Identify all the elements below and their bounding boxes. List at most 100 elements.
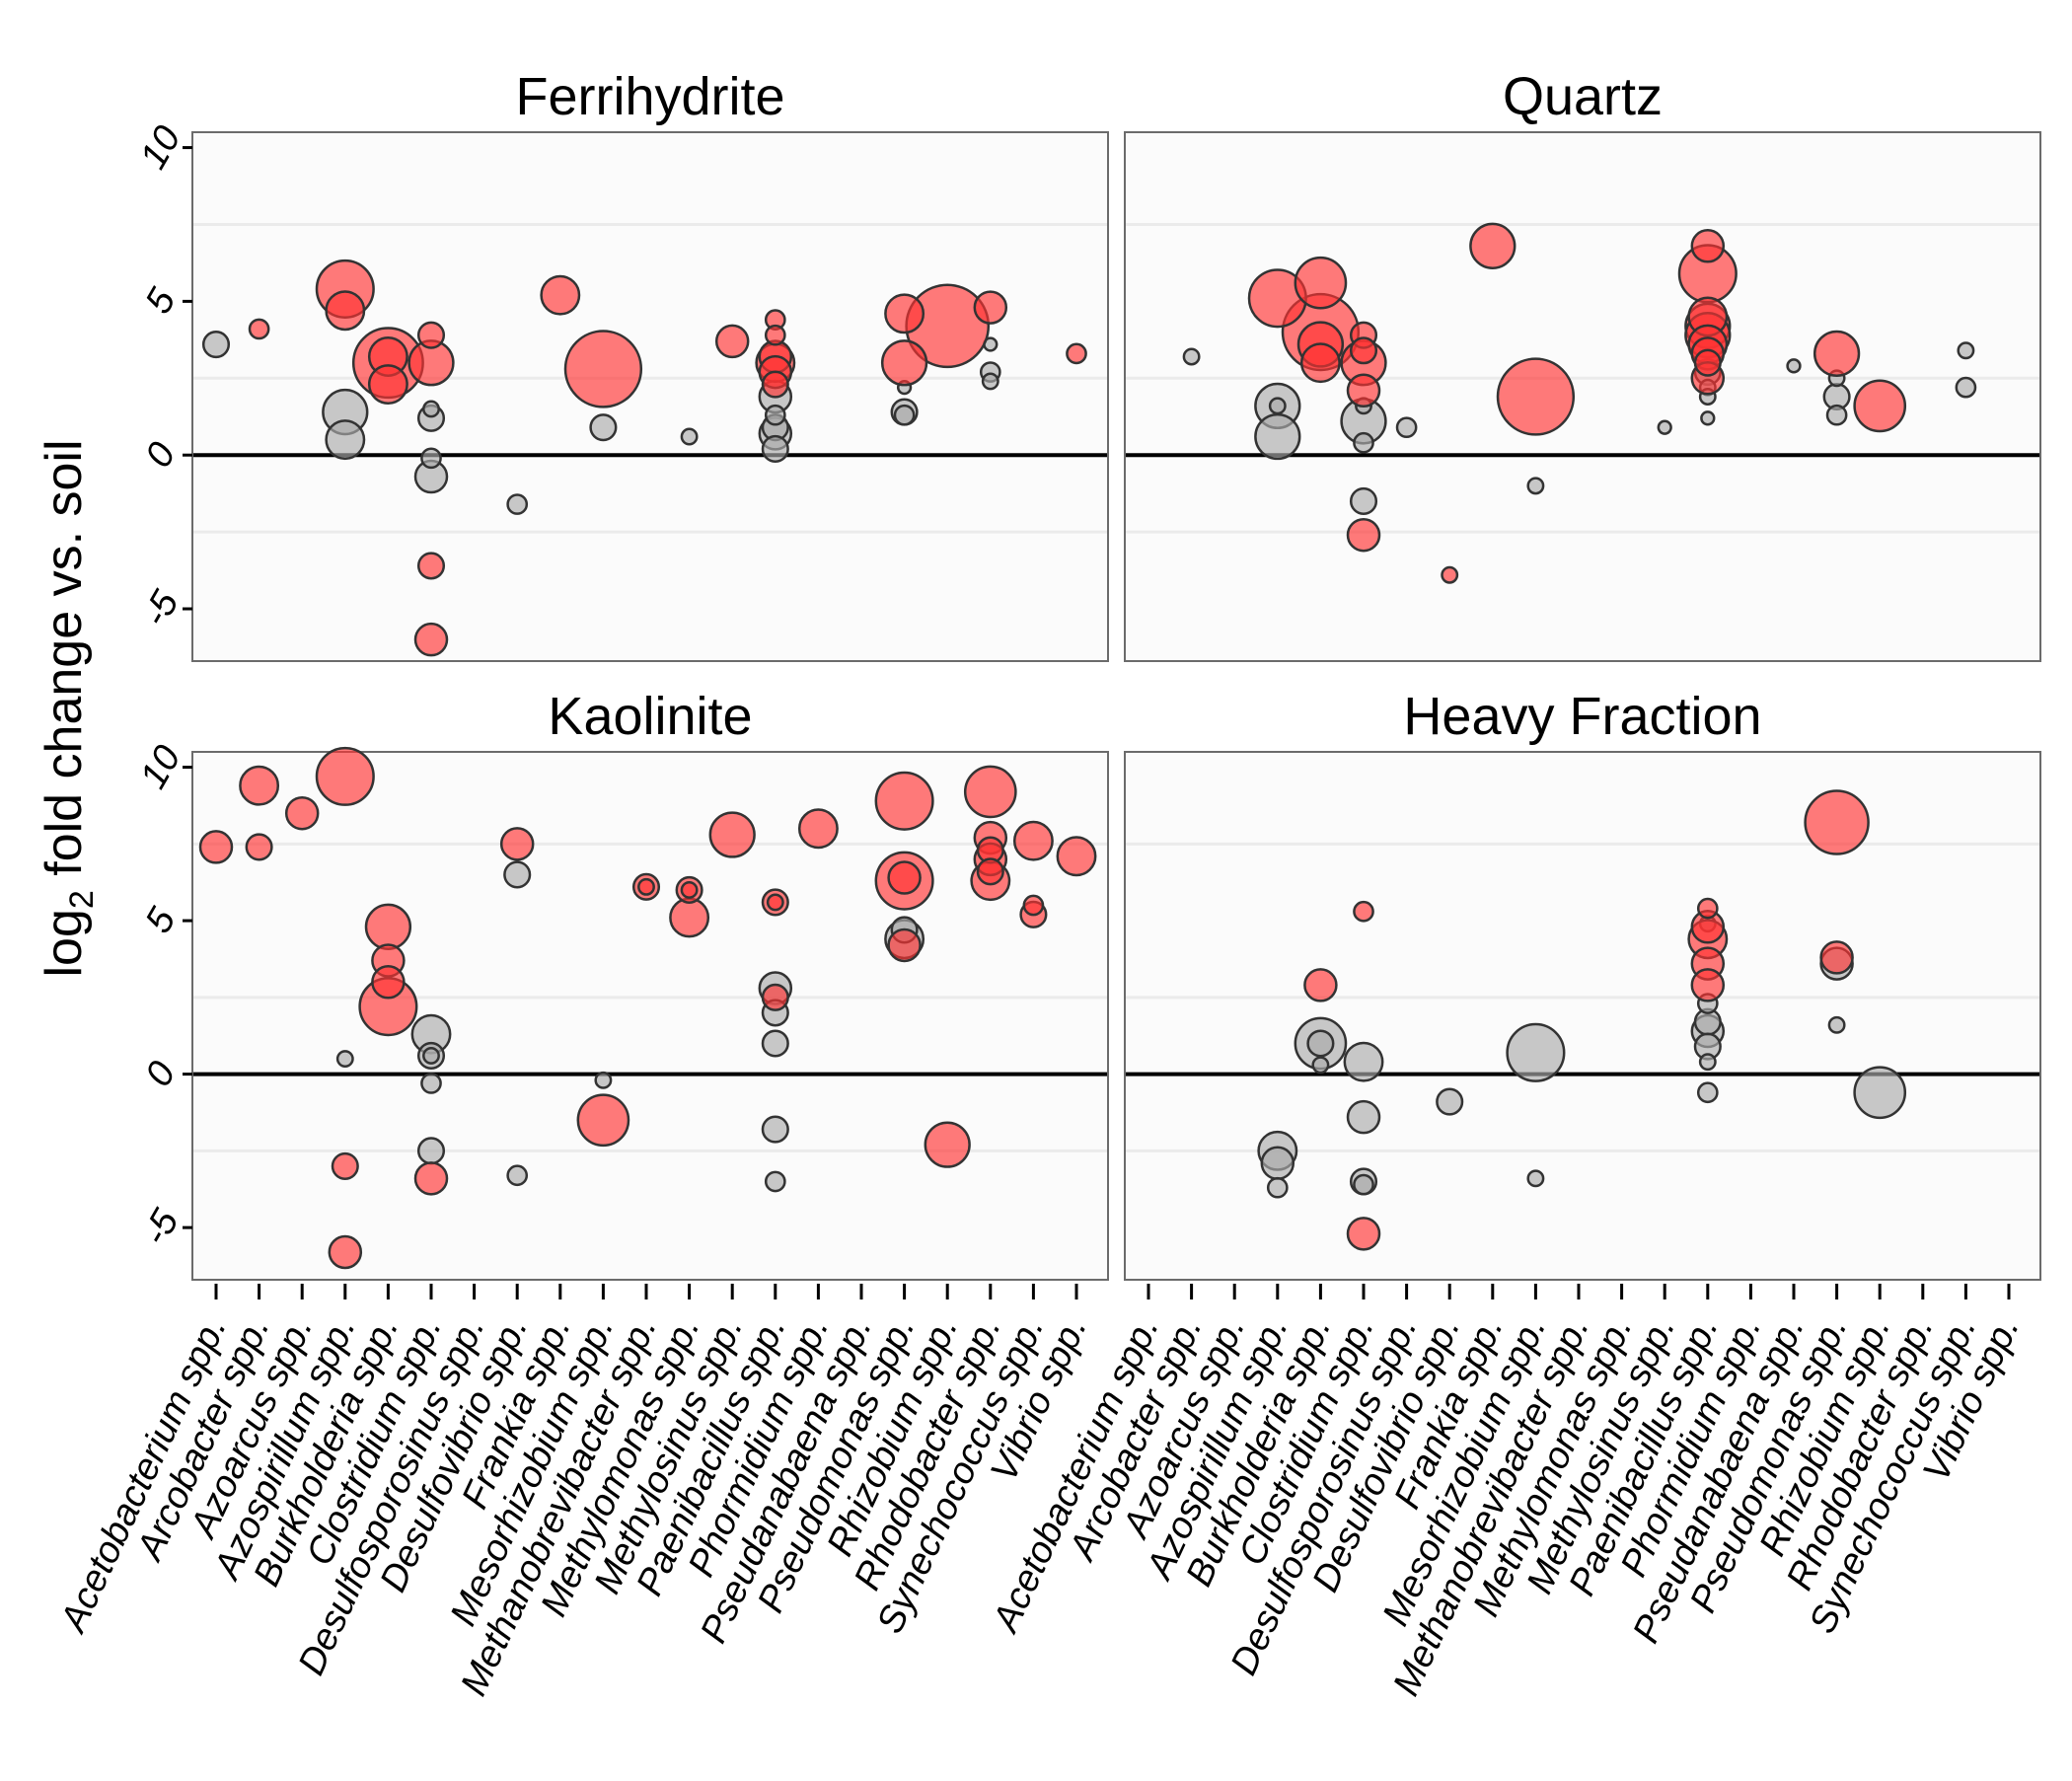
panel-background — [191, 751, 1109, 1281]
data-point — [506, 1164, 529, 1187]
data-point — [669, 897, 710, 938]
panel-quartz: Quartz — [1124, 67, 2041, 662]
data-point — [963, 765, 1017, 819]
data-point — [1825, 404, 1848, 426]
data-point — [1469, 222, 1517, 269]
facet-title: Quartz — [1503, 67, 1663, 126]
data-point — [637, 877, 655, 896]
data-point — [416, 1137, 446, 1165]
data-point — [328, 1234, 363, 1270]
data-point — [797, 808, 839, 850]
data-point — [761, 1029, 789, 1058]
data-point — [1349, 486, 1378, 516]
data-point — [880, 339, 928, 387]
data-point — [976, 857, 1004, 886]
y-tick-label: 10 — [132, 119, 189, 177]
data-point — [1804, 789, 1870, 855]
data-point — [924, 1121, 971, 1168]
data-point — [420, 447, 442, 470]
data-point — [1311, 1056, 1330, 1075]
data-point — [1436, 1087, 1464, 1116]
data-point — [1260, 1146, 1295, 1181]
data-point — [371, 965, 406, 1000]
data-point — [331, 1151, 359, 1180]
data-point — [1395, 416, 1418, 439]
facet-title: Kaolinite — [548, 687, 752, 746]
panel-kaolinite: Kaolinite — [191, 687, 1109, 1281]
data-point — [1657, 419, 1672, 435]
data-point — [1182, 347, 1201, 366]
data-point — [1853, 1066, 1907, 1120]
y-tick-label: 5 — [138, 281, 185, 321]
data-point — [1819, 940, 1854, 975]
data-point — [884, 293, 925, 334]
y-tick-label: -5 — [134, 1202, 187, 1252]
data-point — [1441, 565, 1459, 584]
data-point — [315, 746, 375, 806]
data-point — [1693, 348, 1722, 377]
panel-heavy-fraction: Heavy Fraction — [1124, 687, 2041, 1281]
data-point — [1346, 1217, 1381, 1251]
data-point — [416, 552, 446, 580]
data-point — [1786, 358, 1802, 374]
panels-layer: Ferrihydrite Quartz Kaolinite Heavy Fractio… — [191, 67, 2041, 1281]
data-point — [367, 364, 408, 405]
data-point — [761, 983, 789, 1011]
data-point — [1349, 336, 1378, 365]
data-point — [1690, 968, 1726, 1002]
data-point — [1353, 1173, 1374, 1196]
data-point — [325, 290, 366, 332]
data-point — [1696, 1081, 1719, 1104]
data-point — [576, 1093, 630, 1148]
data-point — [1346, 517, 1381, 553]
data-point — [1698, 1053, 1717, 1072]
data-point — [1346, 373, 1381, 408]
data-point — [1303, 968, 1338, 1002]
data-point — [1853, 379, 1907, 433]
data-point — [422, 400, 440, 418]
data-point — [325, 419, 366, 461]
data-point — [1268, 397, 1287, 415]
data-point — [1696, 897, 1719, 920]
data-point — [1700, 410, 1716, 426]
data-point — [506, 493, 529, 515]
data-point — [1957, 341, 1975, 360]
y-axis-label-rest: fold change vs. soil — [36, 439, 93, 890]
data-point — [1022, 894, 1045, 917]
data-point — [708, 811, 756, 858]
data-point — [680, 427, 699, 446]
data-point — [499, 827, 535, 861]
data-point — [764, 324, 786, 346]
data-point — [1012, 820, 1054, 861]
data-point — [416, 321, 446, 349]
data-point — [714, 324, 750, 359]
data-point — [764, 404, 786, 426]
data-point — [1955, 376, 1977, 399]
data-point — [413, 622, 449, 657]
panel-background — [1124, 751, 2041, 1281]
y-tick-label: 5 — [138, 901, 185, 940]
data-point — [1506, 1022, 1566, 1082]
y-tick-label: 0 — [138, 1055, 185, 1093]
data-point — [364, 903, 412, 950]
data-point — [420, 1073, 442, 1094]
data-point — [981, 372, 999, 391]
data-point — [1306, 1029, 1335, 1058]
data-point — [1813, 330, 1861, 378]
data-point — [284, 795, 320, 831]
data-point — [1690, 229, 1726, 263]
y-axis-label: log2 fold change vs. soil — [36, 439, 101, 977]
data-point — [422, 1046, 440, 1065]
data-point — [413, 1161, 449, 1196]
y-axis-label-main: log — [36, 909, 93, 977]
data-point — [201, 330, 231, 359]
data-point — [1266, 1176, 1289, 1199]
data-point — [335, 1050, 354, 1068]
facet-title: Heavy Fraction — [1403, 687, 1761, 746]
y-axis-label-subscript: 2 — [63, 890, 101, 909]
y-tick-label: 0 — [138, 436, 185, 475]
data-point — [761, 434, 789, 464]
facet-title: Ferrihydrite — [515, 67, 784, 126]
y-tick-label: 10 — [132, 739, 189, 796]
